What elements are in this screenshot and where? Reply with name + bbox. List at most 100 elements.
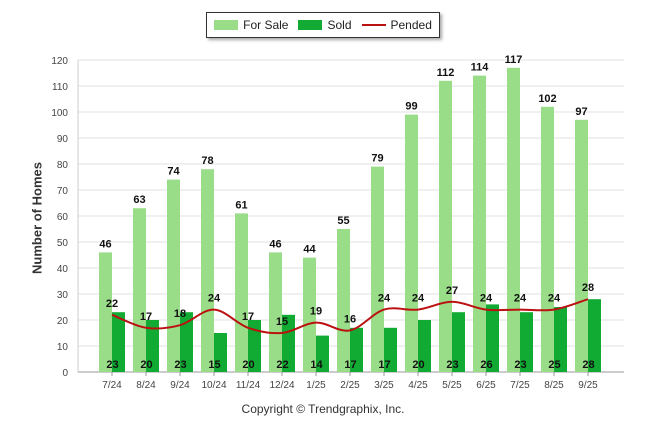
x-tick-label: 10/24 [201,380,226,391]
y-tick-label: 110 [52,82,68,93]
sold-bar [282,314,295,372]
sold-bar [418,320,431,372]
x-axis: 7/24 8/24 9/24 10/24 11/24 12/24 1/25 2/25 3/25 4… [102,372,598,391]
for-sale-value-label: 97 [575,106,587,118]
x-tick-label: 9/24 [170,380,190,391]
for-sale-value-label: 46 [269,238,281,250]
pended-value-label: 22 [106,298,118,310]
sold-bar [350,327,363,372]
sold-bar [588,299,601,372]
pended-value-label: 28 [582,282,594,294]
y-tick-label: 0 [62,368,68,379]
x-tick-label: 6/25 [476,380,496,391]
x-tick-label: 7/24 [102,380,122,391]
sold-bar [316,335,329,372]
sold-bar [452,312,465,372]
pended-series-line [111,298,589,335]
legend-item-sold[interactable]: Sold [298,18,352,32]
sold-bar [146,320,159,372]
for-sale-bar [235,213,248,372]
pended-swatch [361,24,386,26]
x-tick-label: 4/25 [408,380,428,391]
for-sale-bar [303,257,316,372]
for-sale-bar [575,119,588,372]
pended-value-label: 24 [514,293,527,305]
for-sale-bar [201,169,214,372]
legend-item-pended[interactable]: Pended [361,18,432,32]
x-tick-label: 8/24 [136,380,156,391]
pended-value-label: 18 [174,308,186,320]
for-sale-swatch [214,20,239,30]
pended-value-label: 24 [548,293,561,305]
sold-value-label: 20 [242,359,254,371]
x-tick-label: 12/24 [269,380,294,391]
y-tick-label: 100 [51,108,68,119]
x-tick-label: 11/24 [236,380,261,391]
for-sale-bar [337,229,350,372]
for-sale-bar [439,80,452,373]
for-sale-value-label: 79 [371,153,383,165]
sold-bars [112,299,601,372]
for-sale-value-label: 55 [337,215,349,227]
legend-label-sold: Sold [327,18,352,32]
y-tick-label: 10 [57,342,69,353]
sold-value-label: 17 [344,359,356,371]
pended-value-label: 15 [276,316,288,328]
sold-bar [554,307,567,372]
y-tick-label: 90 [57,134,69,145]
y-tick-label: 80 [57,160,69,171]
sold-bar [486,304,499,372]
y-tick-label: 50 [57,238,69,249]
for-sale-value-label: 46 [99,238,111,250]
y-tick-label: 120 [51,56,68,67]
legend-item-for-sale[interactable]: For Sale [214,18,288,32]
copyright-text: Copyright © Trendgraphix, Inc. [241,402,405,416]
x-tick-label: 8/25 [544,380,564,391]
sold-bar [112,312,125,372]
pended-value-label: 24 [480,293,493,305]
sold-value-label: 20 [140,359,152,371]
y-tick-label: 60 [57,212,69,223]
for-sale-value-label: 112 [437,67,455,79]
sold-value-label: 17 [378,359,390,371]
x-tick-label: 9/25 [578,380,598,391]
for-sale-value-label: 74 [167,166,180,178]
x-tick-label: 1/25 [306,380,326,391]
data-labels: 46 23 22 63 20 17 74 23 18 78 15 24 61 20 17 46 22 15 44 14… [99,54,594,371]
pended-value-label: 19 [310,306,322,318]
for-sale-bar [133,208,146,372]
y-tick-label: 30 [57,290,69,301]
for-sale-value-label: 102 [538,93,556,105]
sold-value-label: 23 [446,359,458,371]
pended-value-label: 24 [378,293,391,305]
sold-value-label: 23 [514,359,526,371]
for-sale-bar [167,179,180,372]
sold-value-label: 14 [310,359,323,371]
pended-value-label: 27 [446,285,458,297]
for-sale-value-label: 63 [133,194,145,206]
for-sale-value-label: 114 [471,62,490,74]
sold-value-label: 28 [582,359,594,371]
x-tick-label: 2/25 [340,380,360,391]
pended-value-label: 24 [412,293,425,305]
for-sale-bar [269,252,282,372]
y-tick-label: 70 [57,186,69,197]
sold-bar [180,312,193,372]
for-sale-value-label: 44 [303,244,316,256]
for-sale-value-label: 99 [405,101,417,113]
sold-bar [248,320,261,372]
pended-value-label: 24 [208,293,221,305]
legend-label-pended: Pended [390,18,432,32]
sold-swatch [298,20,323,30]
sold-value-label: 25 [548,359,560,371]
y-axis-title: Number of Homes [29,162,45,274]
for-sale-bar [371,166,384,372]
sold-value-label: 20 [412,359,424,371]
sold-bar [384,327,397,372]
pended-value-label: 17 [140,311,152,323]
for-sale-bars [99,67,588,373]
for-sale-bar [405,114,418,372]
x-tick-label: 7/25 [510,380,530,391]
sold-bar [214,333,227,372]
